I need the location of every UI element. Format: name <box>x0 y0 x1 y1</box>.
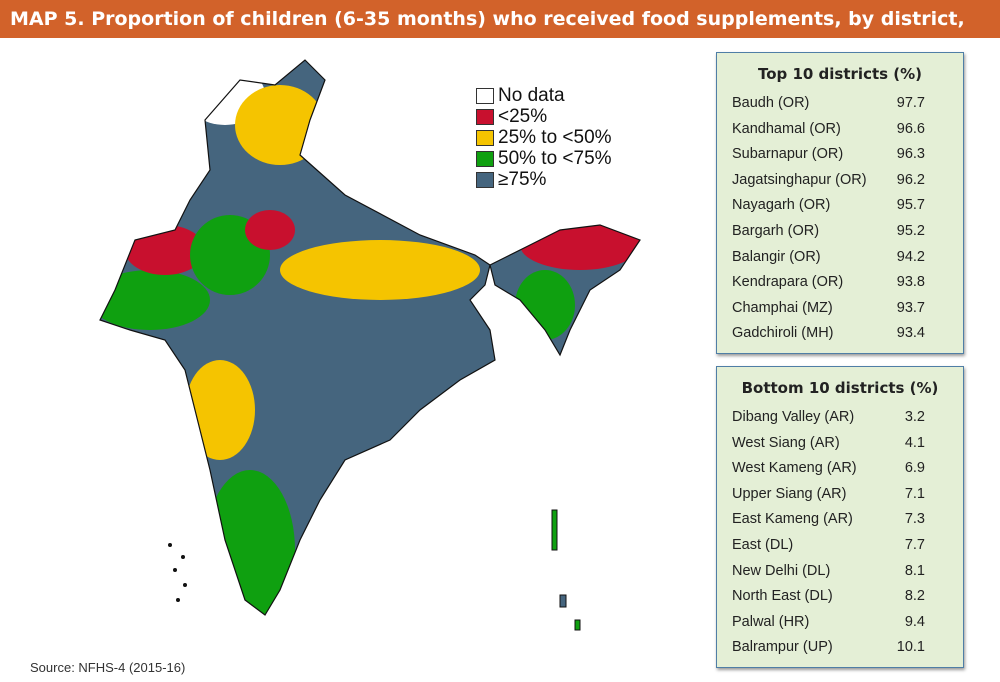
district-value: 8.2 <box>904 588 925 605</box>
legend-swatch <box>476 171 494 188</box>
district-value: 93.7 <box>896 299 925 316</box>
region-gujarat <box>100 270 210 330</box>
district-name: West Siang (AR) <box>732 434 840 451</box>
district-name: East Kameng (AR) <box>732 511 853 528</box>
district-value: 6.9 <box>904 460 925 477</box>
table-row: Baudh (OR) 97.7 <box>717 91 963 117</box>
district-name: Champhai (MZ) <box>732 299 833 316</box>
district-value: 93.4 <box>896 325 925 342</box>
legend-item: ≥75% <box>476 169 612 190</box>
district-value: 96.2 <box>896 171 925 188</box>
district-value: 97.7 <box>896 95 925 111</box>
district-name: Kendrapara (OR) <box>732 274 844 291</box>
table-row: Kendrapara (OR) 93.8 <box>717 270 963 296</box>
district-value: 7.1 <box>904 485 925 502</box>
district-value: 93.8 <box>896 274 925 291</box>
district-name: Baudh (OR) <box>732 95 810 111</box>
district-name: Nayagarh (OR) <box>732 197 831 214</box>
district-name: East (DL) <box>732 536 794 553</box>
legend-item: No data <box>476 85 612 106</box>
legend-label: ≥75% <box>498 168 547 190</box>
district-value: 94.2 <box>896 248 925 265</box>
region-up-bihar <box>280 240 480 300</box>
legend-label: <25% <box>498 105 548 127</box>
legend-swatch <box>476 150 494 167</box>
district-name: Kandhamal (OR) <box>732 120 841 137</box>
table-row: East Kameng (AR) 7.3 <box>717 507 963 533</box>
district-name: Bargarh (OR) <box>732 222 820 239</box>
india-district-map <box>99 59 641 631</box>
district-name: North East (DL) <box>732 588 833 605</box>
table-row: Kandhamal (OR) 96.6 <box>717 117 963 143</box>
district-name: West Kameng (AR) <box>732 460 857 477</box>
district-value: 3.2 <box>904 409 925 425</box>
district-name: Subarnapur (OR) <box>732 146 844 163</box>
table-row: North East (DL) 8.2 <box>717 584 963 610</box>
district-name: Dibang Valley (AR) <box>732 409 855 425</box>
table-row: Balrampur (UP) 10.1 <box>717 635 963 661</box>
table-title: Top 10 districts (%) <box>757 65 923 83</box>
district-value: 96.3 <box>896 146 925 163</box>
map-legend: No data <25% 25% to <50% 50% to <75% ≥75… <box>476 85 612 190</box>
table-row: Champhai (MZ) 93.7 <box>717 296 963 322</box>
table-row: Upper Siang (AR) 7.1 <box>717 482 963 508</box>
district-name: New Delhi (DL) <box>732 562 831 579</box>
table-row: Subarnapur (OR) 96.3 <box>717 142 963 168</box>
bottom-districts-table: Bottom 10 districts (%) Dibang Valley (A… <box>716 366 964 668</box>
region-maharashtra <box>185 360 255 460</box>
region-north-yellow <box>235 85 325 165</box>
legend-item: <25% <box>476 106 612 127</box>
table-row: West Siang (AR) 4.1 <box>717 431 963 457</box>
region-delhi-red <box>245 210 295 250</box>
legend-label: 50% to <75% <box>498 147 612 169</box>
top-districts-table: Top 10 districts (%) Baudh (OR) 97.7 Kandh… <box>716 52 964 354</box>
legend-item: 25% to <50% <box>476 127 612 148</box>
district-name: Upper Siang (AR) <box>732 485 847 502</box>
legend-swatch <box>476 108 494 125</box>
table-row: Nayagarh (OR) 95.7 <box>717 193 963 219</box>
legend-swatch <box>476 129 494 146</box>
district-value: 7.7 <box>904 536 925 553</box>
india-outline <box>99 59 641 616</box>
district-value: 95.7 <box>896 197 925 214</box>
table-row: Dibang Valley (AR) 3.2 <box>717 405 963 431</box>
legend-swatch <box>476 87 494 104</box>
district-value: 7.3 <box>904 511 925 528</box>
district-value: 4.1 <box>904 434 925 451</box>
district-name: Gadchiroli (MH) <box>732 325 834 342</box>
district-value: 9.4 <box>904 613 925 630</box>
source-note: Source: NFHS-4 (2015-16) <box>30 660 186 675</box>
table-row: Balangir (OR) 94.2 <box>717 245 963 271</box>
islands <box>168 509 581 631</box>
map-title: MAP 5. Proportion of children (6-35 mont… <box>0 0 1000 68</box>
table-row: East (DL) 7.7 <box>717 533 963 559</box>
table-row: West Kameng (AR) 6.9 <box>717 456 963 482</box>
district-value: 8.1 <box>904 562 925 579</box>
district-name: Jagatsinghapur (OR) <box>732 171 867 188</box>
district-name: Balrampur (UP) <box>732 639 833 656</box>
district-value: 10.1 <box>896 639 925 656</box>
table-row: Palwal (HR) 9.4 <box>717 610 963 636</box>
district-name: Palwal (HR) <box>732 613 810 630</box>
table-row: Gadchiroli (MH) 93.4 <box>717 321 963 347</box>
district-name: Balangir (OR) <box>732 248 821 265</box>
district-value: 95.2 <box>896 222 925 239</box>
legend-label: No data <box>498 84 565 106</box>
region-south-green <box>205 470 295 615</box>
legend-label: 25% to <50% <box>498 126 612 148</box>
table-row: New Delhi (DL) 8.1 <box>717 559 963 585</box>
table-title: Bottom 10 districts (%) <box>741 379 939 397</box>
district-value: 96.6 <box>896 120 925 137</box>
table-row: Bargarh (OR) 95.2 <box>717 219 963 245</box>
table-row: Jagatsinghapur (OR) 96.2 <box>717 168 963 194</box>
legend-item: 50% to <75% <box>476 148 612 169</box>
